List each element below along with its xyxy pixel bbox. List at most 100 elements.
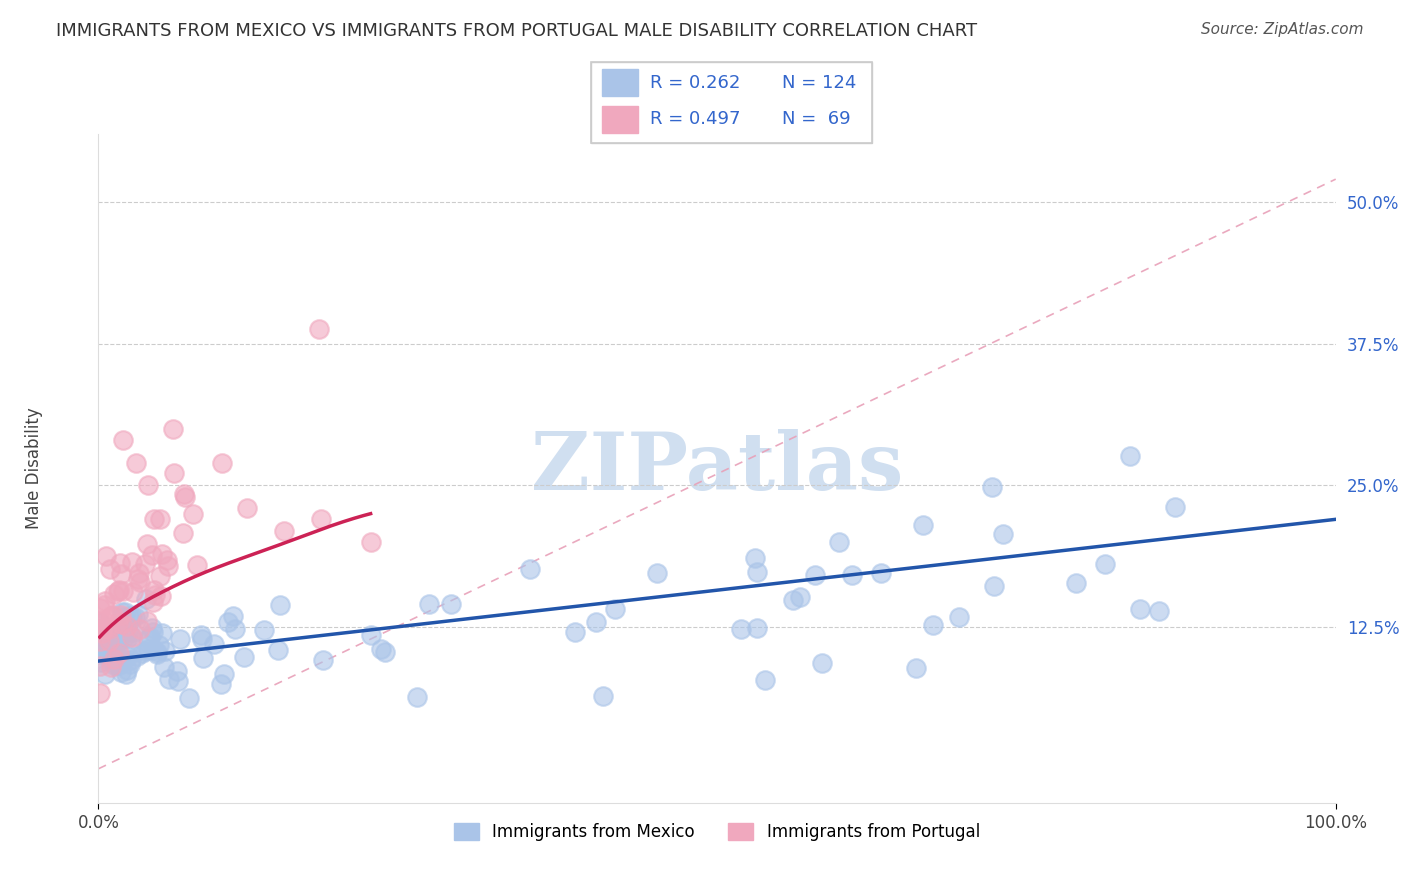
Point (134, 644, 156, 658)
Point (129, 623, 152, 637)
Point (105, 650, 128, 665)
Point (89, 600, 111, 615)
Point (143, 588, 166, 602)
Point (104, 653, 127, 667)
Point (101, 638, 124, 652)
Point (585, 615, 607, 629)
Point (124, 609, 146, 624)
Point (202, 637, 225, 651)
Point (117, 608, 139, 623)
Point (1119, 449, 1142, 463)
Text: R = 0.497: R = 0.497 (650, 110, 740, 128)
Point (90, 655, 112, 669)
Point (173, 487, 195, 501)
Point (89, 616, 111, 631)
Point (115, 663, 138, 677)
Bar (602, 69, 638, 96)
Point (136, 537, 159, 551)
Point (110, 567, 132, 582)
Point (374, 645, 396, 659)
Point (112, 609, 135, 624)
Point (90, 648, 112, 663)
Point (103, 651, 125, 665)
Point (948, 610, 970, 624)
Point (730, 623, 752, 637)
Text: IMMIGRANTS FROM MEXICO VS IMMIGRANTS FROM PORTUGAL MALE DISABILITY CORRELATION C: IMMIGRANTS FROM MEXICO VS IMMIGRANTS FRO… (56, 22, 977, 40)
Point (156, 559, 179, 574)
Point (124, 456, 146, 470)
Point (232, 649, 254, 664)
Point (141, 549, 163, 563)
Point (98, 631, 121, 645)
Point (406, 690, 429, 704)
Text: R = 0.262: R = 0.262 (650, 73, 740, 92)
Point (211, 456, 233, 470)
Point (120, 629, 142, 643)
Point (90, 621, 112, 635)
Point (114, 652, 136, 666)
Point (253, 623, 276, 637)
Point (146, 645, 169, 659)
Point (804, 567, 827, 582)
Point (143, 582, 166, 597)
Point (117, 649, 139, 664)
Point (177, 691, 200, 706)
Text: ZIPatlas: ZIPatlas (531, 429, 903, 508)
Point (149, 512, 172, 526)
Point (150, 589, 173, 603)
Point (439, 597, 461, 611)
Point (110, 665, 132, 680)
Point (94, 594, 117, 608)
Point (107, 632, 129, 647)
Point (370, 642, 392, 657)
Point (111, 653, 134, 667)
Point (136, 614, 159, 628)
Point (841, 567, 863, 582)
Point (236, 500, 259, 515)
Point (139, 630, 162, 644)
Point (117, 624, 139, 639)
Point (111, 627, 134, 641)
Point (360, 535, 382, 549)
Point (922, 617, 945, 632)
Point (100, 659, 122, 673)
Point (90, 624, 112, 639)
Point (121, 555, 143, 569)
Point (143, 642, 166, 657)
Y-axis label: Male Disability: Male Disability (25, 408, 42, 529)
Point (157, 672, 180, 686)
Point (167, 674, 190, 689)
Point (90, 647, 112, 661)
Point (127, 572, 149, 586)
Legend: Immigrants from Mexico, Immigrants from Portugal: Immigrants from Mexico, Immigrants from … (447, 816, 987, 848)
Point (107, 634, 129, 648)
Point (904, 661, 927, 675)
Point (191, 650, 214, 665)
Point (128, 566, 150, 580)
Point (869, 566, 891, 580)
Point (121, 625, 143, 640)
Point (111, 583, 134, 598)
Point (782, 592, 804, 607)
Point (155, 644, 177, 658)
Point (98, 562, 121, 576)
Point (105, 651, 128, 665)
Point (120, 657, 142, 671)
Point (89, 686, 111, 700)
Point (93, 643, 115, 657)
Point (93, 598, 115, 612)
Point (108, 646, 131, 660)
Point (308, 322, 330, 336)
Point (172, 526, 194, 541)
Point (114, 630, 136, 644)
Point (146, 648, 169, 662)
Text: N = 124: N = 124 (782, 73, 856, 92)
Point (747, 566, 769, 580)
Point (169, 632, 191, 647)
Point (217, 615, 239, 630)
Point (136, 478, 159, 492)
Point (97, 633, 120, 648)
Point (96, 621, 118, 635)
Point (91, 644, 114, 658)
Point (121, 630, 143, 644)
